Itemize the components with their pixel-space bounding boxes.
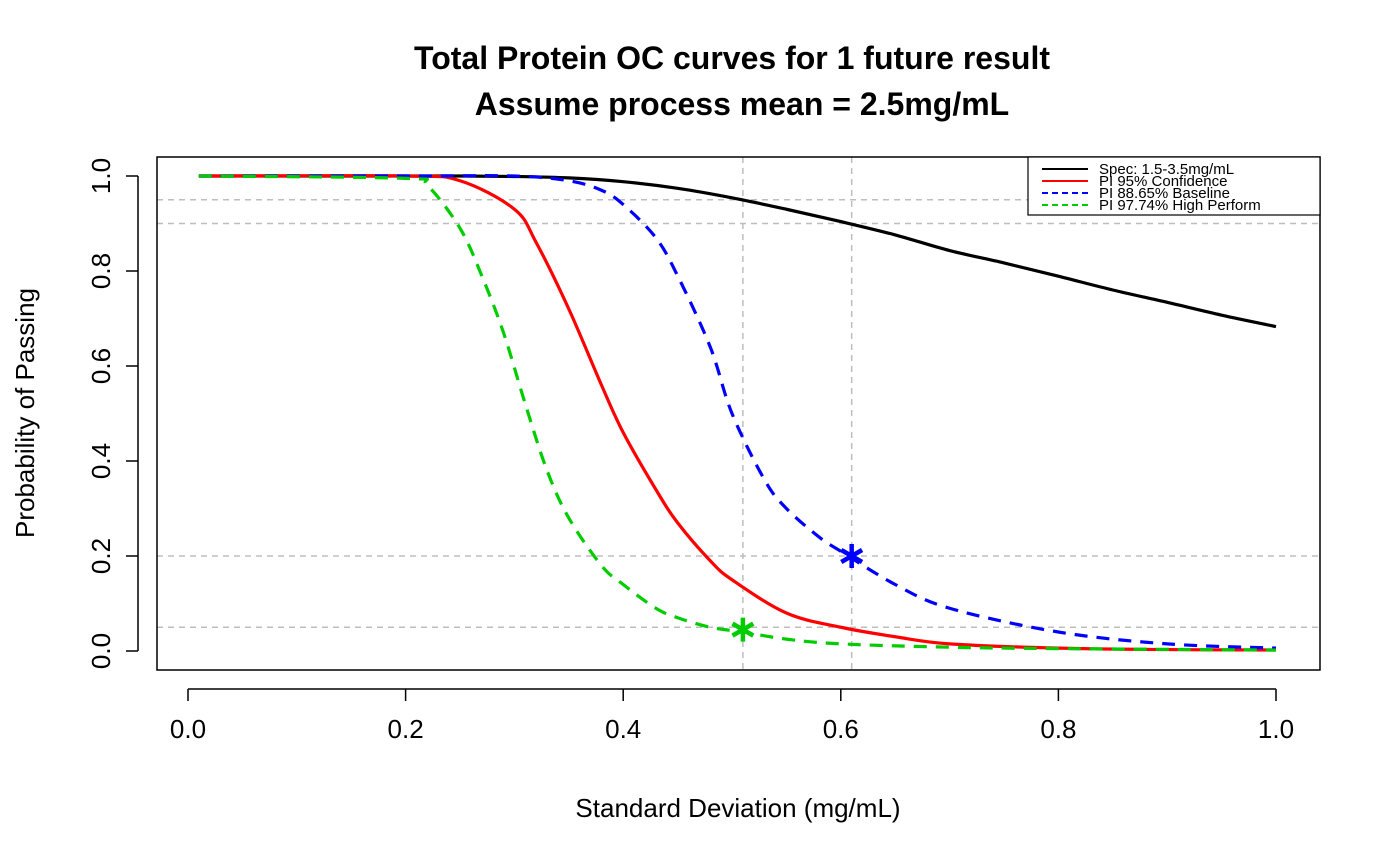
x-tick-label: 0.6 bbox=[823, 714, 859, 744]
y-tick-label: 1.0 bbox=[86, 158, 116, 194]
y-tick-label: 0.8 bbox=[86, 253, 116, 289]
y-axis: 0.0 0.2 0.4 0.6 0.8 1.0 bbox=[86, 158, 139, 669]
x-tick-label: 0.2 bbox=[388, 714, 424, 744]
y-tick-label: 0.2 bbox=[86, 538, 116, 574]
reference-lines bbox=[157, 157, 1320, 670]
x-tick-label: 1.0 bbox=[1258, 714, 1294, 744]
x-tick-label: 0.8 bbox=[1040, 714, 1076, 744]
x-tick-label: 0.4 bbox=[605, 714, 641, 744]
chart-subtitle: Assume process mean = 2.5mg/mL bbox=[475, 86, 1009, 122]
x-axis: 0.0 0.2 0.4 0.6 0.8 1.0 bbox=[170, 688, 1294, 744]
series-line-4 bbox=[198, 174, 1277, 652]
y-tick-label: 0.4 bbox=[86, 443, 116, 479]
chart-title: Total Protein OC curves for 1 future res… bbox=[414, 40, 1050, 76]
plot-frame bbox=[156, 156, 1321, 671]
legend-label-3: PI 88.65% Baseline bbox=[1099, 185, 1230, 202]
y-tick-label: 0.0 bbox=[86, 633, 116, 669]
series-lines bbox=[198, 174, 1277, 652]
y-axis-label: Probability of Passing bbox=[10, 288, 40, 538]
series-line-3 bbox=[198, 174, 1277, 650]
legend-label-2: PI 95% Confidence bbox=[1099, 173, 1227, 190]
markers bbox=[731, 544, 864, 642]
x-axis-label: Standard Deviation (mg/mL) bbox=[575, 793, 900, 823]
y-tick-label: 0.6 bbox=[86, 348, 116, 384]
legend-label-1: Spec: 1.5-3.5mg/mL bbox=[1099, 161, 1234, 178]
asterisk-marker-2 bbox=[731, 617, 755, 642]
asterisk-marker-1 bbox=[840, 544, 864, 568]
x-tick-label: 0.0 bbox=[170, 714, 206, 744]
series-line-2 bbox=[198, 174, 1277, 652]
legend-label-4: PI 97.74% High Perform bbox=[1099, 197, 1261, 214]
